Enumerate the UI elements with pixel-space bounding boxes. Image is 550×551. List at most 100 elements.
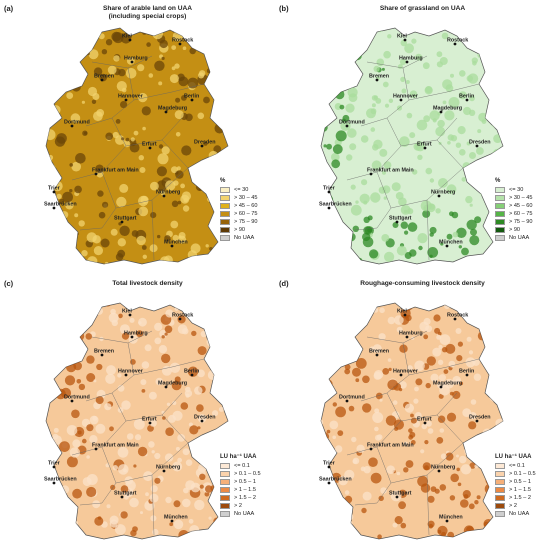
map-region	[326, 429, 331, 434]
map-region	[46, 257, 52, 264]
map-region	[211, 460, 219, 467]
legend-swatch	[220, 235, 230, 241]
city-marker-trier	[327, 190, 331, 194]
map-region	[165, 427, 174, 436]
map-region	[337, 430, 344, 436]
map-region	[85, 333, 93, 340]
map-region	[165, 180, 176, 191]
map-region	[46, 190, 48, 198]
map-region	[445, 343, 456, 354]
map-region	[376, 434, 383, 440]
map-region	[347, 128, 357, 138]
map-region	[82, 477, 92, 487]
map-region	[396, 245, 407, 256]
map-region	[224, 132, 228, 139]
map-region	[173, 180, 179, 186]
map-region	[72, 54, 80, 63]
legend-item: <= 30	[495, 186, 532, 194]
map-region	[105, 39, 113, 46]
map-region	[442, 100, 447, 105]
map-region	[182, 448, 190, 456]
map-region	[456, 355, 463, 362]
map-region	[399, 344, 408, 353]
legend-item: No UAA	[495, 234, 532, 242]
map-region	[382, 170, 386, 175]
map-region	[399, 136, 410, 147]
map-region	[392, 400, 398, 405]
map-region	[190, 259, 198, 264]
map-region	[502, 33, 503, 42]
map-region	[443, 369, 449, 374]
map-region	[227, 386, 228, 396]
map-region	[113, 55, 120, 62]
map-region	[498, 402, 503, 410]
map-region	[76, 379, 82, 384]
map-region	[201, 175, 208, 182]
map-region	[120, 511, 128, 519]
map-region	[197, 369, 205, 378]
map-region	[463, 494, 469, 499]
city-label-magdeburg: Magdeburg	[433, 106, 462, 112]
map-region	[53, 508, 63, 517]
map-region	[182, 46, 187, 50]
map-region	[46, 156, 53, 166]
map-region	[497, 147, 503, 157]
city-marker-nuernberg	[162, 194, 166, 198]
city-label-magdeburg: Magdeburg	[433, 381, 462, 387]
map-region	[100, 303, 105, 307]
legend-swatch	[220, 211, 230, 217]
map-region	[115, 524, 126, 535]
map-region	[387, 316, 396, 325]
city-marker-hannover	[124, 98, 128, 102]
map-region	[61, 485, 70, 494]
city-label-trier: Trier	[48, 461, 61, 467]
map-region	[321, 213, 325, 222]
map-region	[363, 200, 368, 205]
map-region	[464, 446, 475, 456]
map-region	[106, 504, 111, 509]
germany-map: Kiel Rostock Hamburg Bremen Berlin Hannover Ma…	[319, 27, 504, 265]
map-region	[477, 324, 483, 330]
map-region	[149, 419, 157, 427]
map-region	[468, 173, 478, 182]
map-region	[117, 446, 129, 458]
map-region	[347, 36, 359, 47]
map-region	[486, 430, 496, 441]
map-region	[484, 358, 495, 368]
map-region	[171, 380, 182, 391]
map-region	[473, 373, 482, 381]
map-region	[362, 491, 372, 501]
map-region	[469, 462, 476, 469]
map-region	[424, 465, 429, 471]
map-region	[207, 314, 218, 325]
map-region	[73, 330, 85, 342]
city-marker-stuttgart	[120, 220, 124, 224]
map-region	[465, 195, 473, 204]
city-marker-nuernberg	[437, 194, 441, 198]
map-region	[47, 232, 57, 242]
map-region	[436, 437, 444, 444]
map-region	[386, 465, 395, 474]
map-region	[226, 391, 228, 400]
map-region	[382, 368, 390, 375]
map-region	[497, 313, 502, 318]
map-region	[477, 129, 482, 134]
map-region	[78, 73, 82, 76]
map-region	[164, 453, 174, 462]
map-region	[381, 67, 385, 71]
legend-item: No UAA	[495, 510, 536, 518]
legend-swatch	[495, 235, 505, 241]
legend-swatch	[220, 487, 230, 493]
map-region	[337, 47, 344, 55]
map-region	[148, 391, 157, 400]
map-region	[446, 412, 457, 422]
map-region	[61, 493, 67, 499]
map-region	[199, 484, 204, 489]
map-region	[427, 495, 435, 503]
map-region	[341, 250, 347, 257]
city-marker-muenchen	[445, 244, 449, 248]
map-region	[212, 71, 221, 80]
map-region	[165, 309, 174, 318]
map-region	[460, 464, 472, 475]
map-region	[203, 96, 210, 104]
